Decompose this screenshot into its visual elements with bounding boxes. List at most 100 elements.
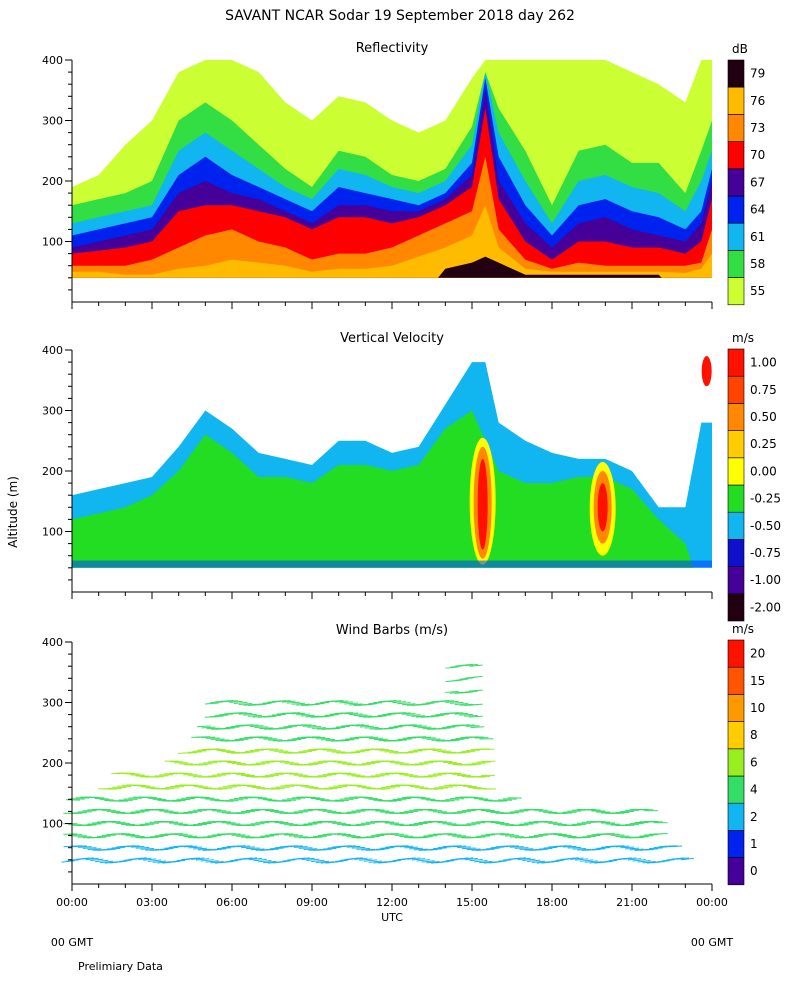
wind-barb: [143, 858, 157, 861]
wind-barb: [470, 726, 485, 728]
wind-barb: [411, 858, 426, 861]
wind-barb: [425, 715, 440, 718]
vertical-velocity-panel: Vertical Velocity 100 200 300 400 m/s -2.00 -1.…: [42, 331, 781, 622]
colorbar-label: 70: [750, 148, 765, 162]
wind-barb: [243, 713, 258, 716]
colorbar-label: 10: [750, 701, 765, 715]
wind-barb: [445, 690, 459, 693]
wind-barb: [95, 859, 109, 863]
wind-barb: [145, 848, 159, 851]
wind-barb: [200, 859, 214, 862]
wind-barb: [675, 857, 690, 860]
wind-barb: [584, 860, 598, 863]
panel-title: Reflectivity: [356, 41, 429, 56]
y-tick-label: 400: [42, 636, 63, 649]
wind-barb: [466, 848, 481, 851]
colorbar-swatch: [727, 375, 745, 404]
wind-barb: [644, 848, 659, 851]
wind-barb: [245, 847, 260, 850]
wind-barb: [101, 848, 116, 851]
wind-barb: [289, 845, 303, 848]
wind-barb: [620, 846, 635, 849]
colorbar-swatch: [727, 857, 745, 886]
colorbar-label: 64: [750, 203, 765, 217]
wind-barb: [428, 848, 443, 851]
wind-barb: [436, 727, 451, 730]
wind-barb: [402, 857, 416, 860]
wind-barb: [277, 860, 291, 863]
wind-barb: [454, 712, 469, 715]
wind-barb: [372, 715, 387, 718]
wind-barb: [164, 847, 179, 849]
wind-barb: [360, 725, 374, 728]
wind-barb: [229, 700, 243, 703]
wind-barb: [272, 713, 286, 716]
wind-barb: [514, 847, 529, 849]
wind-barb: [531, 860, 546, 864]
wind-barb: [363, 859, 378, 862]
wind-barb: [565, 857, 579, 860]
wind-barb: [140, 848, 155, 850]
wind-barb: [425, 701, 440, 704]
wind-barb: [229, 859, 243, 862]
wind-barb: [212, 848, 227, 851]
wind-barb: [498, 859, 512, 862]
wind-barb: [493, 860, 507, 863]
wind-barb: [399, 845, 414, 848]
wind-barb: [296, 857, 310, 860]
wind-barb: [219, 713, 234, 716]
wind-barb: [349, 857, 363, 860]
wind-barb: [469, 675, 483, 679]
wind-barb: [430, 714, 445, 717]
wind-barb: [341, 845, 356, 847]
wind-barb: [224, 700, 238, 703]
wind-barb: [300, 714, 315, 717]
wind-barb: [210, 861, 224, 864]
wind-barb: [680, 857, 694, 861]
wind-barb: [349, 703, 363, 706]
wind-barb: [253, 858, 267, 862]
wind-barb: [392, 701, 406, 704]
wind-barb: [421, 860, 435, 863]
wind-barb: [417, 726, 432, 729]
velocity-core-1.00: [597, 483, 608, 532]
wind-barb: [339, 701, 354, 704]
wind-barb: [562, 845, 577, 848]
reflectivity-layer-76: [72, 205, 712, 278]
colorbar-label: 4: [750, 783, 758, 797]
wind-barb: [575, 858, 589, 861]
wind-barb: [282, 859, 296, 862]
wind-barb: [334, 700, 349, 703]
x-tick-label: 09:00: [296, 896, 328, 909]
wind-barb: [474, 859, 488, 863]
wind-barb: [147, 859, 162, 862]
wind-barb: [303, 848, 318, 850]
wind-barb: [447, 845, 462, 847]
wind-barb: [106, 847, 121, 850]
wind-barb: [412, 725, 427, 728]
wind-barb: [159, 848, 174, 850]
wind-barb: [209, 715, 224, 718]
wind-barb: [627, 858, 642, 861]
wind-barb: [382, 713, 397, 716]
colorbar-swatch: [727, 59, 745, 88]
wind-barb: [209, 701, 224, 704]
y-axis-label: Altitude (m): [6, 476, 20, 548]
wind-barb: [233, 701, 248, 704]
wind-barb: [310, 703, 325, 706]
wind-barb: [440, 700, 454, 703]
wind-barb: [533, 848, 548, 851]
wind-barb: [265, 848, 279, 851]
wind-barb: [350, 724, 365, 726]
wind-barb: [277, 700, 291, 703]
wind-barb: [301, 857, 315, 861]
wind-barb: [435, 713, 450, 716]
wind-barb: [80, 857, 94, 860]
wind-barb: [135, 846, 150, 849]
velocity-core-1.00: [477, 458, 488, 550]
wind-barb: [220, 727, 235, 730]
wind-barb: [224, 860, 238, 863]
colorbar-unit: dB: [732, 42, 748, 56]
colorbar-unit: m/s: [732, 331, 754, 345]
wind-barb: [85, 857, 99, 861]
